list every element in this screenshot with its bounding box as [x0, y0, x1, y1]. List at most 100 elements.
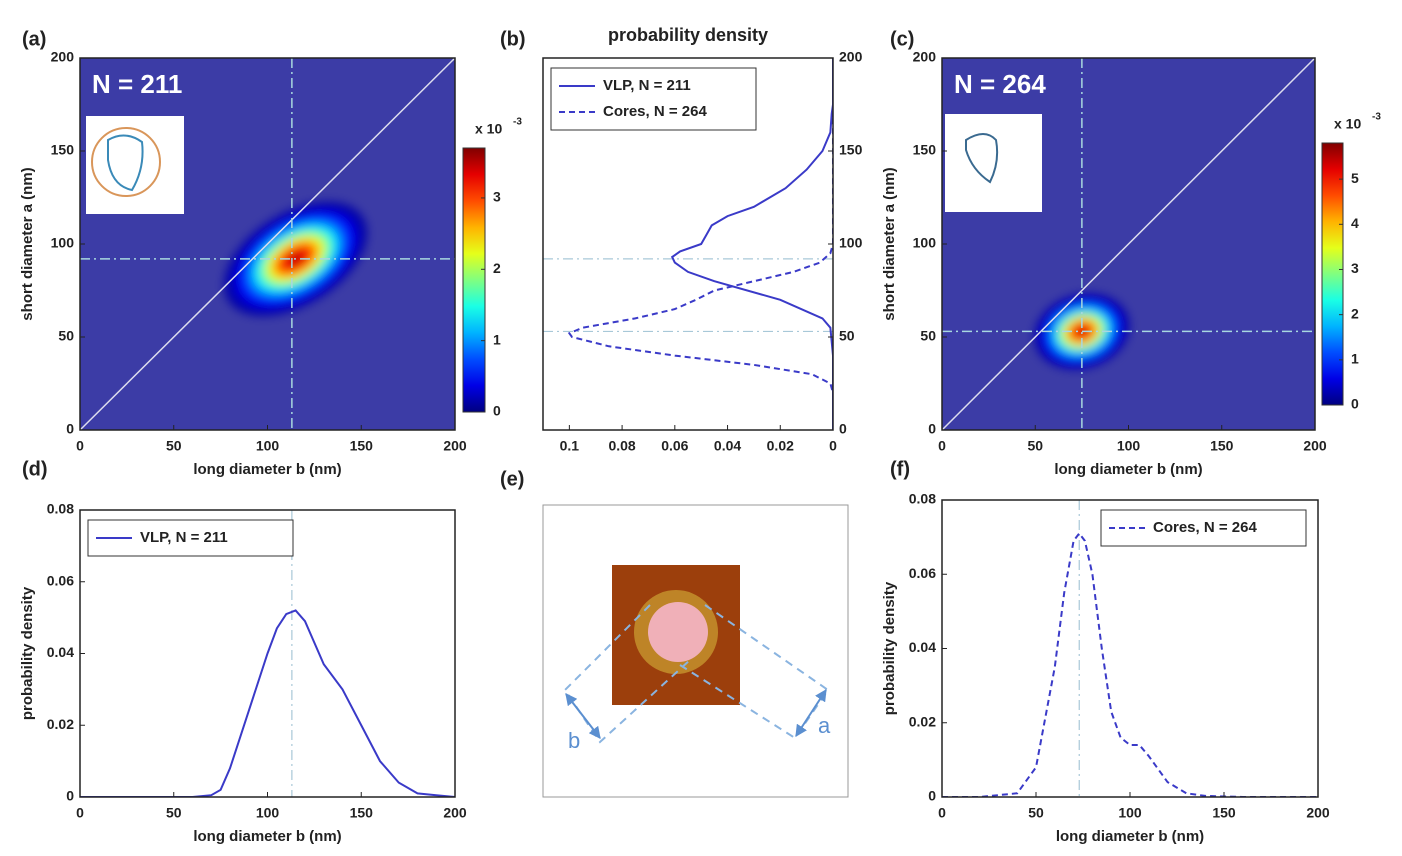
y-tick-label: 100 — [839, 235, 863, 251]
measure-lines — [563, 604, 830, 744]
chart-title: probability density — [608, 25, 768, 45]
plot-area — [80, 58, 455, 430]
y-tick-label: 0 — [66, 788, 74, 804]
colorbar-tick-label: 2 — [1351, 305, 1359, 321]
x-tick-label: 200 — [443, 805, 467, 821]
legend-label: Cores, N = 264 — [603, 103, 707, 120]
arrow-b — [565, 693, 601, 739]
x-tick-label: 200 — [1303, 438, 1327, 454]
x-tick-label: 100 — [1118, 805, 1142, 821]
x-axis-label: long diameter b (nm) — [193, 828, 341, 845]
x-tick-label: 200 — [1306, 805, 1330, 821]
arrow-a — [795, 688, 827, 738]
plot-area — [942, 58, 1315, 430]
x-axis-label: long diameter b (nm) — [1054, 461, 1202, 478]
y-tick-label: 0.08 — [47, 501, 74, 517]
x-tick-label: 100 — [1117, 438, 1141, 454]
panel-label: (c) — [890, 28, 914, 50]
x-tick-label: 0 — [938, 438, 946, 454]
x-tick-label: 0 — [76, 805, 84, 821]
colorbar-tick-label: 4 — [1351, 215, 1359, 231]
x-tick-label: 150 — [1212, 805, 1236, 821]
panel: (a) N = 211 0 1 2 3 x 10 -3 0 50 100 150 200 0 50 100 15… — [19, 28, 522, 478]
y-tick-label: 50 — [58, 328, 74, 344]
y-axis-label: probability density — [19, 586, 36, 720]
colorbar-tick-label: 2 — [493, 260, 501, 276]
y-tick-label: 50 — [839, 328, 855, 344]
x-tick-label: 0.1 — [560, 438, 580, 454]
x-tick-label: 50 — [166, 438, 182, 454]
label-a: a — [818, 713, 831, 738]
panel-label: (a) — [22, 28, 46, 50]
colorbar-tick-label: 1 — [493, 331, 501, 347]
y-tick-label: 200 — [913, 49, 937, 65]
y-tick-label: 100 — [913, 235, 937, 251]
colorbar-tick-label: 1 — [1351, 351, 1359, 367]
y-tick-label: 0 — [928, 788, 936, 804]
density-level — [1076, 327, 1088, 336]
line-series — [942, 531, 1318, 797]
colorbar-tick-label: 0 — [493, 403, 501, 419]
density-blob — [1034, 293, 1130, 370]
x-tick-label: 50 — [166, 805, 182, 821]
legend — [1100, 509, 1307, 547]
plot-background — [942, 500, 1318, 797]
panel-label: (f) — [890, 458, 910, 480]
panel-label: (b) — [500, 28, 526, 50]
panel-label: (d) — [22, 458, 48, 480]
x-tick-label: 0 — [76, 438, 84, 454]
x-tick-label: 50 — [1028, 805, 1044, 821]
y-tick-label: 0.08 — [909, 491, 936, 507]
inset — [945, 114, 1042, 212]
legend-label: VLP, N = 211 — [603, 77, 691, 94]
colorbar-exponent: -3 — [513, 117, 522, 128]
panel: (f) Cores, N = 264 0 50 100 150 200 0 0.02 0.04 0.… — [881, 458, 1330, 845]
colorbar-label: x 10 — [475, 121, 502, 137]
y-axis-label: short diameter a (nm) — [881, 167, 898, 320]
colorbar-exponent: -3 — [1372, 112, 1381, 123]
y-tick-label: 0.04 — [47, 644, 74, 660]
panel-label: (e) — [500, 468, 524, 490]
y-tick-label: 0 — [839, 421, 847, 437]
y-axis-label: short diameter a (nm) — [19, 167, 36, 320]
label-b: b — [568, 728, 580, 753]
x-tick-label: 100 — [256, 805, 280, 821]
colorbar-tick-label: 5 — [1351, 170, 1359, 186]
afm-particle — [648, 602, 708, 662]
y-tick-label: 200 — [51, 49, 75, 65]
y-tick-label: 100 — [51, 235, 75, 251]
y-tick-label: 0 — [928, 421, 936, 437]
x-tick-label: 150 — [350, 438, 374, 454]
inset — [86, 116, 184, 214]
panel-e: b a (e) — [500, 468, 849, 798]
y-tick-label: 0.06 — [47, 572, 74, 588]
x-tick-label: 0.06 — [661, 438, 688, 454]
x-tick-label: 0.08 — [608, 438, 635, 454]
colorbar — [1321, 142, 1344, 406]
y-tick-label: 0.02 — [909, 713, 936, 729]
panel: (d) VLP, N = 211 0 50 100 150 200 0 0.02 0.04 0.06… — [19, 458, 467, 845]
panel: (b) VLP, N = 211 Cores, N = 264 probability… — [500, 25, 863, 454]
y-tick-label: 0.06 — [909, 565, 936, 581]
x-tick-label: 0 — [829, 438, 837, 454]
y-tick-label: 150 — [839, 142, 863, 158]
y-tick-label: 50 — [920, 328, 936, 344]
x-tick-label: 200 — [443, 438, 467, 454]
annotation: N = 211 — [92, 69, 182, 99]
colorbar-tick-label: 3 — [1351, 260, 1359, 276]
diagonal — [942, 58, 1315, 430]
x-tick-label: 0.04 — [714, 438, 741, 454]
legend — [550, 67, 757, 131]
y-tick-label: 150 — [913, 142, 937, 158]
plot-area — [942, 500, 1318, 797]
x-axis-label: long diameter b (nm) — [1056, 828, 1204, 845]
x-tick-label: 0 — [938, 805, 946, 821]
y-tick-label: 0 — [66, 421, 74, 437]
x-tick-label: 100 — [256, 438, 280, 454]
legend-label: VLP, N = 211 — [140, 529, 228, 546]
x-tick-label: 0.02 — [767, 438, 794, 454]
x-tick-label: 150 — [1210, 438, 1234, 454]
y-axis-label: probability density — [881, 581, 898, 715]
